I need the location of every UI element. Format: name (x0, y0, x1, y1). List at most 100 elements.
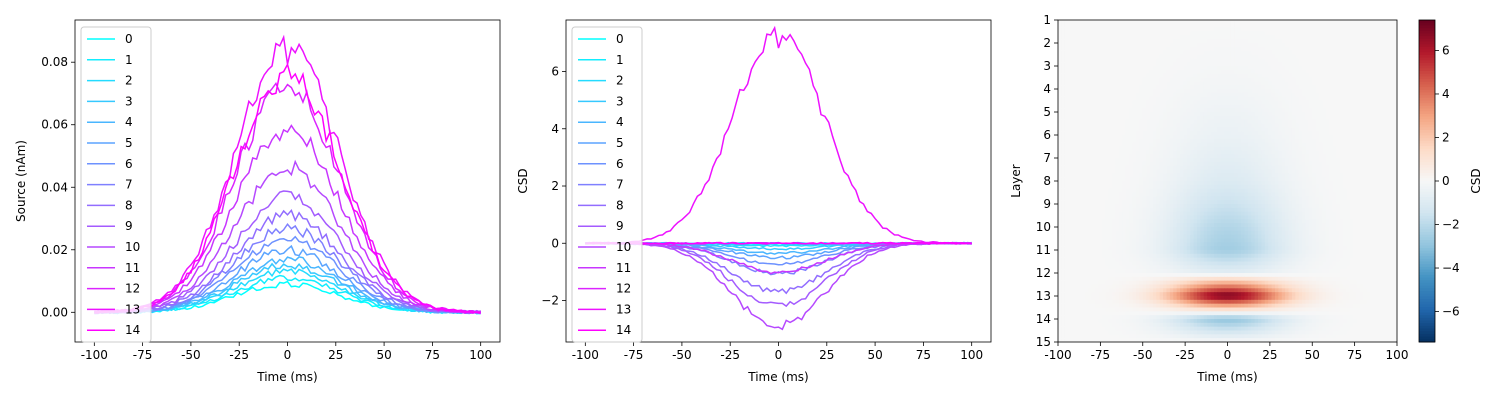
heatmap-cell (1139, 54, 1144, 59)
heatmap-cell (1305, 138, 1310, 144)
heatmap-cell (1241, 85, 1245, 90)
heatmap-cell (1102, 127, 1106, 132)
heatmap-cell (1251, 173, 1256, 178)
heatmap-cell (1315, 81, 1320, 86)
heatmap-cell (1295, 158, 1300, 163)
heatmap-cell (1312, 173, 1317, 178)
heatmap-cell (1210, 43, 1215, 48)
heatmap-cell (1217, 192, 1222, 197)
heatmap-cell (1376, 177, 1381, 182)
heatmap-cell (1095, 62, 1100, 67)
heatmap-cell (1230, 77, 1235, 82)
heatmap-cell (1359, 146, 1364, 151)
heatmap-cell (1329, 119, 1333, 124)
heatmap-cell (1342, 142, 1347, 147)
heatmap-cell (1339, 131, 1344, 136)
heatmap-cell (1369, 192, 1374, 197)
heatmap-cell (1081, 127, 1086, 132)
heatmap-cell (1180, 135, 1184, 140)
heatmap-cell (1166, 58, 1171, 63)
heatmap-cell (1308, 181, 1313, 186)
heatmap-cell (1258, 158, 1262, 163)
heatmap-cell (1302, 173, 1306, 178)
heatmap-cell (1346, 50, 1350, 55)
heatmap-cell (1268, 196, 1272, 201)
heatmap-cell (1298, 100, 1303, 105)
heatmap-cell (1322, 54, 1327, 59)
heatmap-cell (1186, 66, 1191, 71)
heatmap-cell (1332, 58, 1337, 63)
heatmap-cell (1346, 150, 1350, 155)
heatmap-cell (1085, 104, 1089, 109)
heatmap-cell (1237, 173, 1242, 178)
heatmap-cell (1329, 31, 1333, 36)
heatmap-cell (1085, 204, 1089, 209)
heatmap-cell (1274, 173, 1279, 178)
heatmap-cell (1196, 58, 1201, 63)
heatmap-cell (1203, 20, 1208, 25)
heatmap-cell (1156, 173, 1161, 178)
heatmap-cell (1058, 81, 1062, 86)
heatmap-cell (1088, 119, 1093, 124)
heatmap-cell (1305, 31, 1310, 36)
heatmap-cell (1244, 127, 1249, 132)
heatmap-cell (1068, 131, 1072, 136)
heatmap-cell (1305, 66, 1310, 71)
heatmap-cell (1129, 142, 1133, 147)
heatmap-cell (1261, 169, 1266, 174)
heatmap-cell (1183, 96, 1188, 101)
heatmap-cell (1352, 154, 1357, 159)
heatmap-cell (1274, 135, 1279, 140)
heatmap-cell (1102, 154, 1106, 159)
heatmap-cell (1227, 23, 1232, 29)
heatmap-cell (1376, 169, 1381, 174)
heatmap-cell (1207, 184, 1211, 190)
heatmap-cell (1105, 39, 1110, 44)
heatmap-cell (1220, 104, 1225, 109)
series-line-10 (94, 159, 481, 314)
heatmap-cell (1207, 200, 1211, 205)
heatmap-cell (1332, 146, 1337, 151)
heatmap-cell (1095, 50, 1100, 55)
heatmap-cell (1376, 20, 1381, 25)
heatmap-cell (1393, 50, 1398, 55)
heatmap-cell (1322, 200, 1327, 205)
heatmap-cell (1180, 169, 1184, 174)
heatmap-cell (1308, 73, 1313, 78)
heatmap-cell (1244, 69, 1249, 75)
heatmap-cell (1312, 150, 1317, 155)
heatmap-cell (1119, 104, 1123, 109)
heatmap-cell (1237, 62, 1242, 67)
heatmap-cell (1213, 188, 1218, 193)
heatmap-cell (1105, 150, 1110, 155)
heatmap-cell (1383, 100, 1388, 105)
heatmap-cell (1102, 184, 1106, 190)
heatmap-cell (1369, 165, 1374, 170)
heatmap-cell (1159, 115, 1164, 121)
heatmap-cell (1234, 62, 1239, 67)
heatmap-cell (1139, 39, 1144, 44)
heatmap-cell (1159, 54, 1164, 59)
heatmap-cell (1244, 161, 1249, 167)
heatmap-cell (1356, 161, 1361, 167)
heatmap-cell (1261, 73, 1266, 78)
heatmap-cell (1207, 196, 1211, 201)
heatmap-cell (1264, 62, 1269, 67)
heatmap-cell (1393, 108, 1398, 113)
heatmap-cell (1122, 115, 1127, 121)
heatmap-cell (1264, 89, 1269, 94)
heatmap-cell (1213, 66, 1218, 71)
heatmap-cell (1393, 58, 1398, 63)
heatmap-cell (1356, 200, 1361, 205)
heatmap-cell (1251, 81, 1256, 86)
heatmap-cell (1159, 161, 1164, 167)
heatmap-cell (1369, 154, 1374, 159)
heatmap-cell (1332, 150, 1337, 155)
heatmap-cell (1088, 39, 1093, 44)
heatmap-cell (1210, 115, 1215, 121)
heatmap-cell (1105, 112, 1110, 117)
heatmap-cell (1064, 200, 1069, 205)
heatmap-cell (1349, 46, 1354, 52)
heatmap-cell (1058, 119, 1062, 124)
heatmap-cell (1288, 138, 1293, 144)
